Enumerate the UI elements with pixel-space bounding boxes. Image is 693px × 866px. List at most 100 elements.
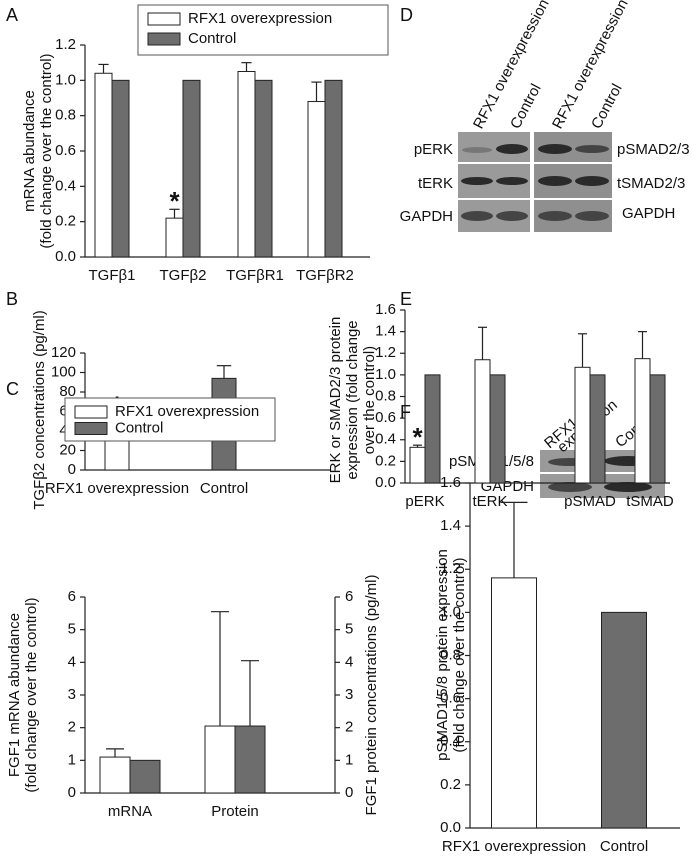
x-tick-label: mRNA: [108, 803, 152, 820]
panel-letter: F: [400, 402, 411, 422]
y-axis-label: ERK or SMAD2/3 protein: [327, 317, 344, 484]
y-tick-label: 5: [68, 621, 76, 638]
y-tick-label: 1: [68, 751, 76, 768]
y-tick-label: 4: [68, 653, 76, 670]
y-tick-label: 1.4: [440, 517, 461, 534]
blot-row-label: tSMAD2/3: [617, 175, 685, 192]
blot-row-label: GAPDH: [400, 208, 453, 225]
bar: [165, 217, 184, 258]
x-tick-label: TGFβ2: [160, 267, 207, 284]
y-axis-label: FGF1 mRNA abundance: [6, 613, 23, 777]
y2-tick-label: 5: [345, 621, 353, 638]
y2-tick-label: 2: [345, 719, 353, 736]
blot-band: [496, 144, 528, 154]
legend-label: Control: [115, 419, 163, 436]
legend-label: Control: [188, 30, 236, 47]
y-tick-label: 0.4: [375, 431, 396, 448]
y-tick-label: 0.0: [375, 474, 396, 491]
y-tick-label: 1.2: [375, 344, 396, 361]
blot-row-label: pERK: [414, 141, 453, 158]
panel-letter: D: [400, 5, 413, 25]
y-tick-label: 120: [51, 344, 76, 361]
y-tick-label: 1.6: [375, 301, 396, 318]
bar: [649, 374, 666, 484]
y-axis-label: mRNA abundance: [21, 90, 38, 212]
y-axis-label: TGFβ2 concentrations (pg/ml): [31, 310, 48, 510]
bar: [601, 611, 647, 829]
legend-swatch: [74, 405, 108, 419]
annotation: *: [169, 186, 180, 216]
blot-band: [496, 211, 528, 221]
legend-swatch: [147, 32, 181, 46]
y-tick-label: 0.8: [55, 107, 76, 124]
bar: [254, 79, 273, 258]
bar: [204, 725, 236, 794]
blot-band: [538, 176, 572, 186]
bar: [111, 79, 130, 258]
legend-swatch: [147, 12, 181, 26]
y-tick-label: 0.6: [375, 409, 396, 426]
y-tick-label: 0.0: [55, 248, 76, 265]
blot-band: [496, 177, 528, 185]
blot-row-label: GAPDH: [622, 205, 675, 222]
y-tick-label: 0.2: [375, 452, 396, 469]
blot-band: [548, 482, 592, 492]
x-tick-label: TGFβR1: [226, 267, 284, 284]
blot-band: [575, 211, 609, 221]
bar: [324, 79, 343, 258]
x-tick-label: tSMAD: [626, 493, 674, 510]
bar: [307, 101, 326, 258]
x-tick-label: Control: [600, 838, 648, 855]
bar: [574, 366, 591, 484]
blot-band: [575, 176, 609, 186]
x-tick-label: Control: [200, 480, 248, 497]
y2-tick-label: 1: [345, 751, 353, 768]
y2-tick-label: 3: [345, 686, 353, 703]
y-tick-label: 1.2: [440, 560, 461, 577]
panel-letter: C: [6, 379, 19, 399]
y-tick-label: 1.2: [55, 36, 76, 53]
blot-band: [462, 147, 492, 153]
y-tick-label: 1.6: [440, 474, 461, 491]
y-tick-label: 0.8: [440, 646, 461, 663]
x-tick-label: TGFβ1: [89, 267, 136, 284]
bar: [234, 725, 266, 794]
bar: [182, 79, 201, 258]
panel-letter: B: [6, 289, 18, 309]
y-axis-label: (fold change over the control): [451, 557, 468, 752]
y-tick-label: 3: [68, 686, 76, 703]
blot-row-label: tERK: [418, 175, 453, 192]
y-axis-label: FGF1 protein concentrations (pg/ml): [363, 575, 380, 816]
bar: [491, 577, 537, 829]
legend-label: RFX1 overexpression: [188, 10, 332, 27]
y-tick-label: 100: [51, 363, 76, 380]
blot-row-label: pSMAD2/3: [617, 141, 690, 158]
blot-band: [461, 177, 493, 185]
blot-band: [575, 145, 609, 153]
legend-label: RFX1 overexpression: [115, 403, 259, 420]
y-axis-label: over the control): [361, 346, 378, 454]
annotation: *: [412, 422, 423, 452]
y-tick-label: 1.4: [375, 323, 396, 340]
y2-tick-label: 4: [345, 653, 353, 670]
y-tick-label: 0: [68, 461, 76, 478]
y-tick-label: 0: [68, 784, 76, 801]
panel-letter: E: [400, 289, 412, 309]
y-axis-label: (fold change over the control): [38, 53, 55, 248]
bar: [129, 759, 161, 794]
blot-band: [538, 144, 572, 154]
y-tick-label: 1.0: [440, 603, 461, 620]
y2-tick-label: 6: [345, 588, 353, 605]
y-axis-label: (fold change over the control): [23, 597, 40, 792]
y-tick-label: 2: [68, 719, 76, 736]
bar: [424, 374, 441, 484]
y-tick-label: 0.4: [55, 177, 76, 194]
blot-band: [461, 211, 493, 221]
y-tick-label: 0.0: [440, 819, 461, 836]
y-tick-label: 0.6: [55, 142, 76, 159]
y-tick-label: 0.8: [375, 387, 396, 404]
x-tick-label: RFX1 overexpression: [45, 480, 189, 497]
x-tick-label: pSMAD: [564, 493, 616, 510]
legend-swatch: [74, 422, 108, 435]
